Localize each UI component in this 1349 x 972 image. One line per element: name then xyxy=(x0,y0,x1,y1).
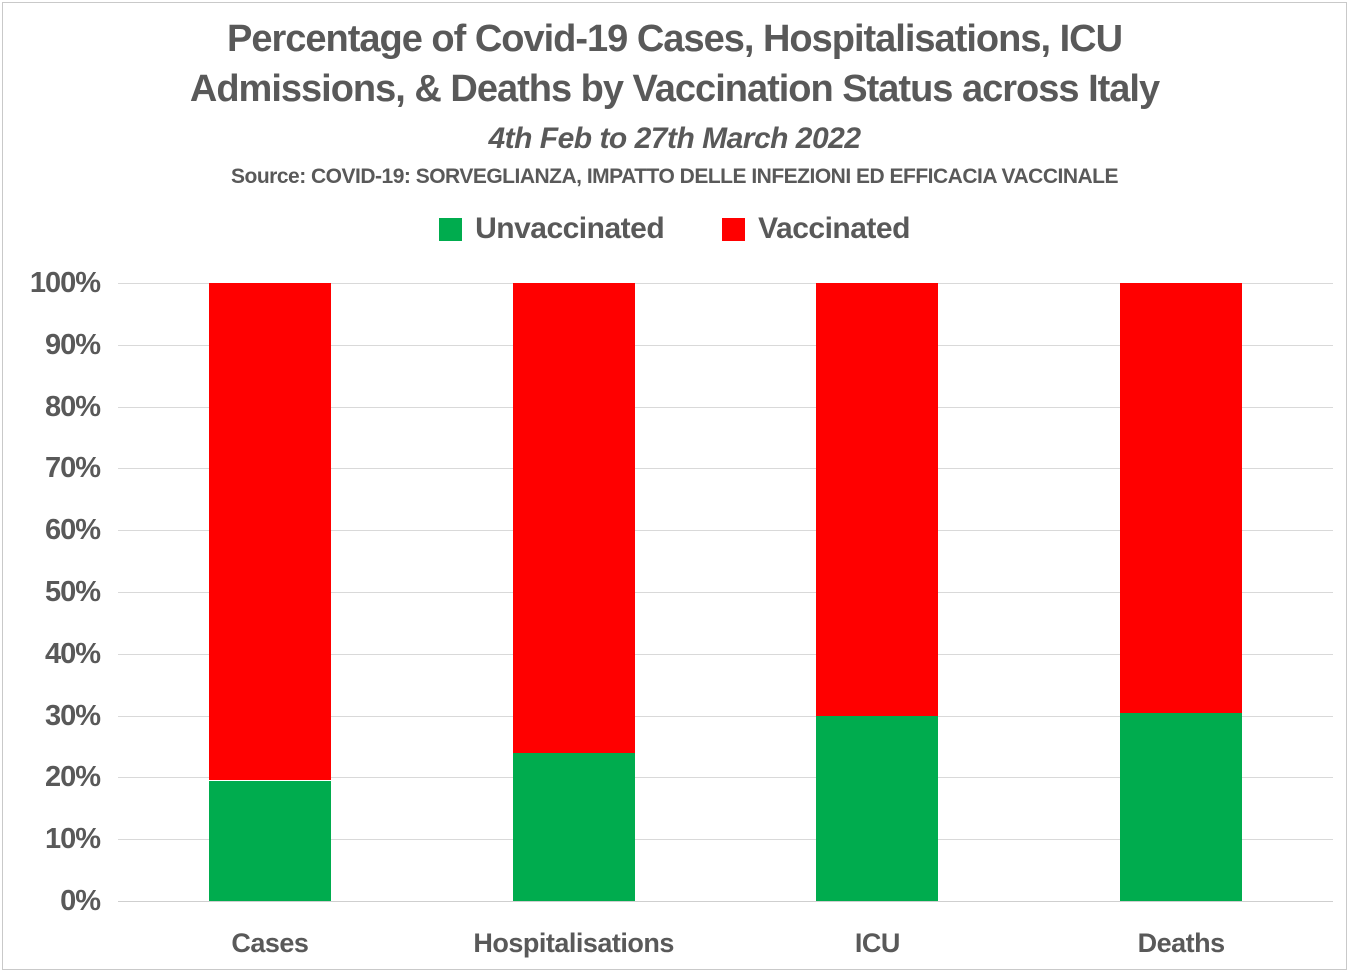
gridline xyxy=(118,592,1333,593)
chart-title-line-1: Percentage of Covid-19 Cases, Hospitalis… xyxy=(226,18,1123,60)
chart-subtitle-daterange: 4th Feb to 27th March 2022 xyxy=(488,122,861,155)
gridline xyxy=(118,344,1333,346)
bar-segment-vaccinated-deaths xyxy=(1120,283,1243,714)
legend-label: Vaccinated xyxy=(758,212,910,245)
bar-segment-unvaccinated-cases xyxy=(208,780,331,901)
y-axis-label-60: 60% xyxy=(44,514,101,547)
bar-deaths xyxy=(1120,283,1243,901)
bar-segment-vaccinated-cases xyxy=(208,283,331,781)
legend-label: Unvaccinated xyxy=(475,212,665,245)
y-axis-label-80: 80% xyxy=(44,390,101,423)
y-axis-label-0: 0% xyxy=(60,885,101,917)
gridline xyxy=(118,283,1333,284)
plot-area xyxy=(118,283,1333,902)
y-axis-label-50: 50% xyxy=(44,576,101,608)
bar-segment-unvaccinated-hospitalisations xyxy=(512,752,635,901)
legend-item-vaccinated: Vaccinated xyxy=(722,212,910,246)
bar-segment-vaccinated-icu xyxy=(816,283,939,716)
x-axis-label-cases: Cases xyxy=(231,928,309,958)
y-axis-label-30: 30% xyxy=(44,699,101,732)
bar-segment-unvaccinated-icu xyxy=(816,715,939,901)
y-axis-label-100: 100% xyxy=(29,267,101,299)
gridline xyxy=(118,715,1333,717)
x-axis-label-hospitalisations: Hospitalisations xyxy=(473,928,674,958)
y-axis-label-10: 10% xyxy=(44,823,101,856)
bar-hospitalisations xyxy=(512,283,635,901)
legend-swatch-unvaccinated xyxy=(439,217,463,241)
bar-cases xyxy=(208,283,331,901)
x-axis-label-icu: ICU xyxy=(854,928,900,958)
y-axis-label-90: 90% xyxy=(44,328,101,361)
chart-source-note: Source: COVID-19: SORVEGLIANZA, IMPATTO … xyxy=(231,165,1119,188)
legend-swatch-vaccinated xyxy=(722,217,746,241)
bar-icu xyxy=(816,283,939,901)
y-axis-label-70: 70% xyxy=(44,452,101,485)
x-axis-label-deaths: Deaths xyxy=(1137,928,1226,958)
chart-title-line-2: Admissions, & Deaths by Vaccination Stat… xyxy=(189,68,1160,110)
y-axis-label-20: 20% xyxy=(44,761,101,794)
gridline xyxy=(118,530,1333,532)
bar-segment-vaccinated-hospitalisations xyxy=(512,283,635,753)
legend: Unvaccinated Vaccinated xyxy=(0,212,1349,246)
y-axis-label-40: 40% xyxy=(44,637,101,670)
gridline xyxy=(118,468,1333,470)
gridline xyxy=(118,839,1333,841)
gridline xyxy=(118,653,1333,655)
x-axis-line xyxy=(118,901,1333,902)
gridline xyxy=(118,777,1333,779)
bar-segment-unvaccinated-deaths xyxy=(1120,713,1243,901)
gridline xyxy=(118,406,1333,408)
legend-item-unvaccinated: Unvaccinated xyxy=(439,212,665,246)
